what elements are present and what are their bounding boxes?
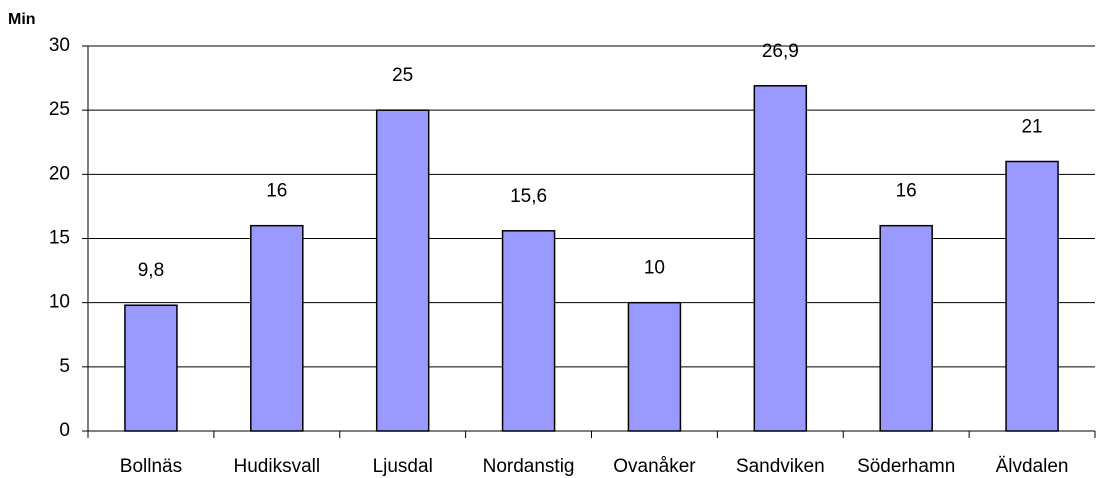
bar: [250, 224, 304, 432]
bar: [753, 85, 808, 432]
bar: [501, 230, 556, 432]
data-label: 15,6: [510, 186, 547, 207]
x-tick-label: Ovanåker: [613, 456, 696, 477]
y-tick-label: 30: [49, 35, 70, 56]
y-tick-label: 20: [49, 163, 70, 184]
y-tick-label: 15: [49, 228, 70, 249]
x-tick-label: Ljusdal: [373, 456, 433, 477]
y-tick-label: 5: [59, 356, 70, 377]
data-label: 16: [896, 181, 917, 202]
y-axis-label: Min: [8, 11, 36, 28]
data-label: 10: [644, 258, 665, 279]
bar: [627, 301, 682, 432]
data-label: 25: [392, 65, 413, 86]
x-tick-label: Hudiksvall: [234, 456, 321, 477]
bar: [375, 109, 430, 432]
x-tick-label: Bollnäs: [120, 456, 182, 477]
x-tick-label: Sandviken: [736, 456, 825, 477]
bar: [1005, 160, 1059, 432]
data-label: 21: [1021, 117, 1042, 138]
y-tick-label: 0: [59, 420, 70, 441]
y-tick-label: 25: [49, 99, 70, 120]
data-label: 9,8: [138, 260, 164, 281]
x-tick-label: Nordanstig: [483, 456, 575, 477]
bar: [124, 304, 178, 432]
data-label: 16: [266, 181, 287, 202]
x-tick-label: Söderhamn: [857, 456, 955, 477]
bar: [879, 224, 933, 432]
data-label: 26,9: [762, 41, 799, 62]
x-tick-label: Älvdalen: [996, 456, 1069, 477]
y-tick-label: 10: [49, 292, 70, 313]
